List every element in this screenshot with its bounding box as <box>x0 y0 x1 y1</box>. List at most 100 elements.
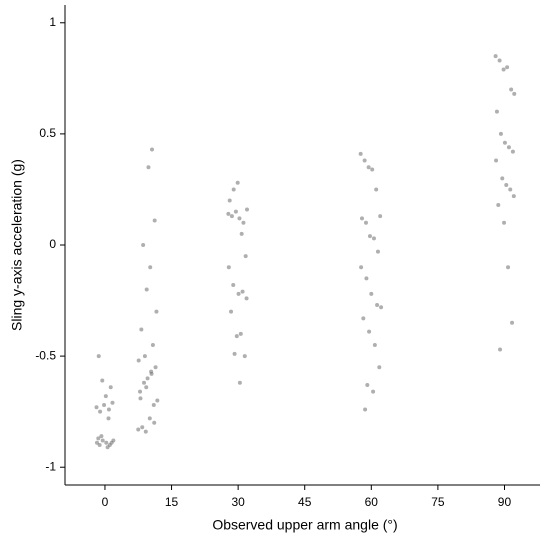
point <box>227 198 232 203</box>
point <box>142 380 147 385</box>
point <box>245 207 250 212</box>
point <box>152 420 157 425</box>
point <box>106 416 111 421</box>
point <box>235 180 240 185</box>
point <box>97 443 102 447</box>
point <box>244 296 249 301</box>
point <box>493 54 498 59</box>
point <box>500 176 505 181</box>
point <box>237 380 242 385</box>
point <box>102 403 107 407</box>
point <box>110 400 115 405</box>
point <box>359 265 364 270</box>
point <box>358 151 363 156</box>
point <box>369 291 374 296</box>
point <box>494 109 499 114</box>
x-tick-label: 60 <box>365 495 379 509</box>
point <box>239 231 244 236</box>
point <box>140 425 145 430</box>
point <box>150 147 155 152</box>
point <box>147 416 152 421</box>
point <box>94 440 99 445</box>
point <box>362 158 367 163</box>
point <box>136 427 141 432</box>
x-tick-label: 30 <box>231 495 245 509</box>
point <box>372 343 377 347</box>
point <box>363 407 368 412</box>
point <box>498 131 503 136</box>
point <box>504 183 509 187</box>
point <box>498 347 503 352</box>
point <box>103 394 108 399</box>
point <box>236 291 241 296</box>
point <box>233 209 238 214</box>
x-axis-title: Observed upper arm angle (°) <box>212 517 397 533</box>
point <box>100 378 105 383</box>
point <box>104 440 109 445</box>
y-tick-label: -0.5 <box>35 348 56 362</box>
point <box>501 67 506 72</box>
x-tick-label: 75 <box>431 495 445 509</box>
x-tick-label: 90 <box>498 495 512 509</box>
point <box>98 409 103 414</box>
point <box>496 203 501 207</box>
point <box>109 440 114 445</box>
point <box>100 438 105 443</box>
y-tick-label: 0.5 <box>39 126 56 140</box>
point <box>505 65 510 70</box>
point <box>152 218 157 223</box>
point <box>136 358 141 363</box>
point <box>240 289 245 294</box>
point <box>138 396 143 401</box>
point <box>379 305 384 310</box>
point <box>365 383 370 387</box>
point <box>105 445 110 450</box>
point <box>148 265 153 270</box>
point <box>144 287 149 292</box>
point <box>231 187 236 192</box>
point <box>96 436 101 441</box>
point <box>509 87 514 92</box>
point <box>361 316 366 321</box>
y-tick-label: 1 <box>49 15 56 29</box>
point <box>229 214 234 219</box>
x-tick-label: 15 <box>165 495 179 509</box>
point <box>150 343 155 347</box>
point <box>366 165 371 170</box>
point <box>142 354 147 359</box>
point <box>510 320 515 325</box>
point <box>94 405 99 410</box>
point <box>237 216 242 221</box>
point <box>139 327 144 332</box>
point <box>234 334 239 339</box>
point <box>370 167 375 172</box>
point <box>508 187 513 192</box>
point <box>154 309 159 314</box>
point <box>506 145 511 150</box>
point <box>510 149 515 154</box>
point <box>378 214 383 219</box>
point <box>99 434 104 439</box>
point <box>502 220 507 225</box>
point <box>363 220 368 225</box>
point <box>231 283 236 287</box>
x-tick-label: 0 <box>102 495 109 509</box>
point <box>512 91 517 96</box>
point <box>229 309 234 314</box>
point <box>143 429 148 434</box>
point <box>106 407 111 412</box>
point <box>243 254 248 259</box>
point <box>371 389 376 394</box>
point <box>375 249 380 254</box>
point <box>511 194 516 199</box>
point <box>359 216 364 221</box>
point <box>242 354 247 359</box>
point <box>108 385 113 390</box>
point <box>238 331 243 336</box>
point <box>149 369 154 374</box>
point <box>375 303 380 307</box>
point <box>367 329 372 334</box>
point <box>241 220 246 225</box>
point <box>145 376 150 381</box>
